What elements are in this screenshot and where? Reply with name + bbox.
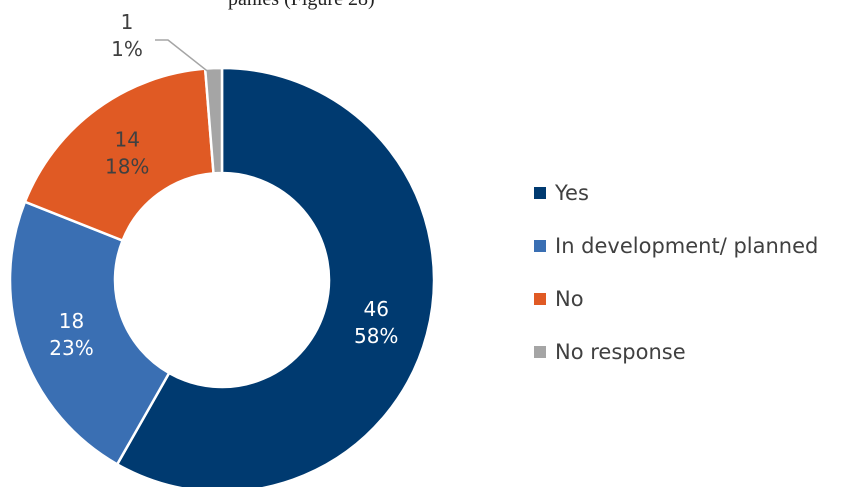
legend-swatch-no — [534, 293, 546, 305]
data-label-count-no-response: 1 — [121, 10, 134, 34]
legend-swatch-yes — [534, 187, 546, 199]
legend-item-no: No — [534, 286, 818, 312]
legend-label-in-development: In development/ planned — [555, 234, 819, 258]
donut-slice-yes — [115, 66, 436, 487]
data-label-count-in-development: 18 — [59, 309, 84, 333]
legend-item-yes: Yes — [534, 180, 818, 206]
chart-legend: Yes In development/ planned No No respon… — [534, 180, 818, 392]
header-text-fragment: panies (Figure 28) — [228, 0, 375, 12]
legend-swatch-no-response — [534, 346, 546, 358]
leader-line-no-response — [155, 39, 215, 77]
donut-slice-no — [23, 67, 215, 243]
legend-label-no-response: No response — [555, 340, 686, 364]
donut-slice-in-development — [8, 200, 171, 467]
legend-label-yes: Yes — [555, 181, 589, 205]
data-label-percent-in-development: 23% — [49, 336, 93, 360]
data-label-percent-no: 18% — [105, 155, 149, 179]
data-label-count-no: 14 — [114, 128, 139, 152]
data-label-count-yes: 46 — [363, 297, 388, 321]
legend-item-no-response: No response — [534, 339, 818, 365]
data-label-percent-yes: 58% — [354, 324, 398, 348]
donut-slice-no-response — [203, 66, 224, 175]
legend-label-no: No — [555, 287, 584, 311]
legend-item-in-development: In development/ planned — [534, 233, 818, 259]
data-label-percent-no-response: 1% — [111, 37, 143, 61]
legend-swatch-in-development — [534, 240, 546, 252]
